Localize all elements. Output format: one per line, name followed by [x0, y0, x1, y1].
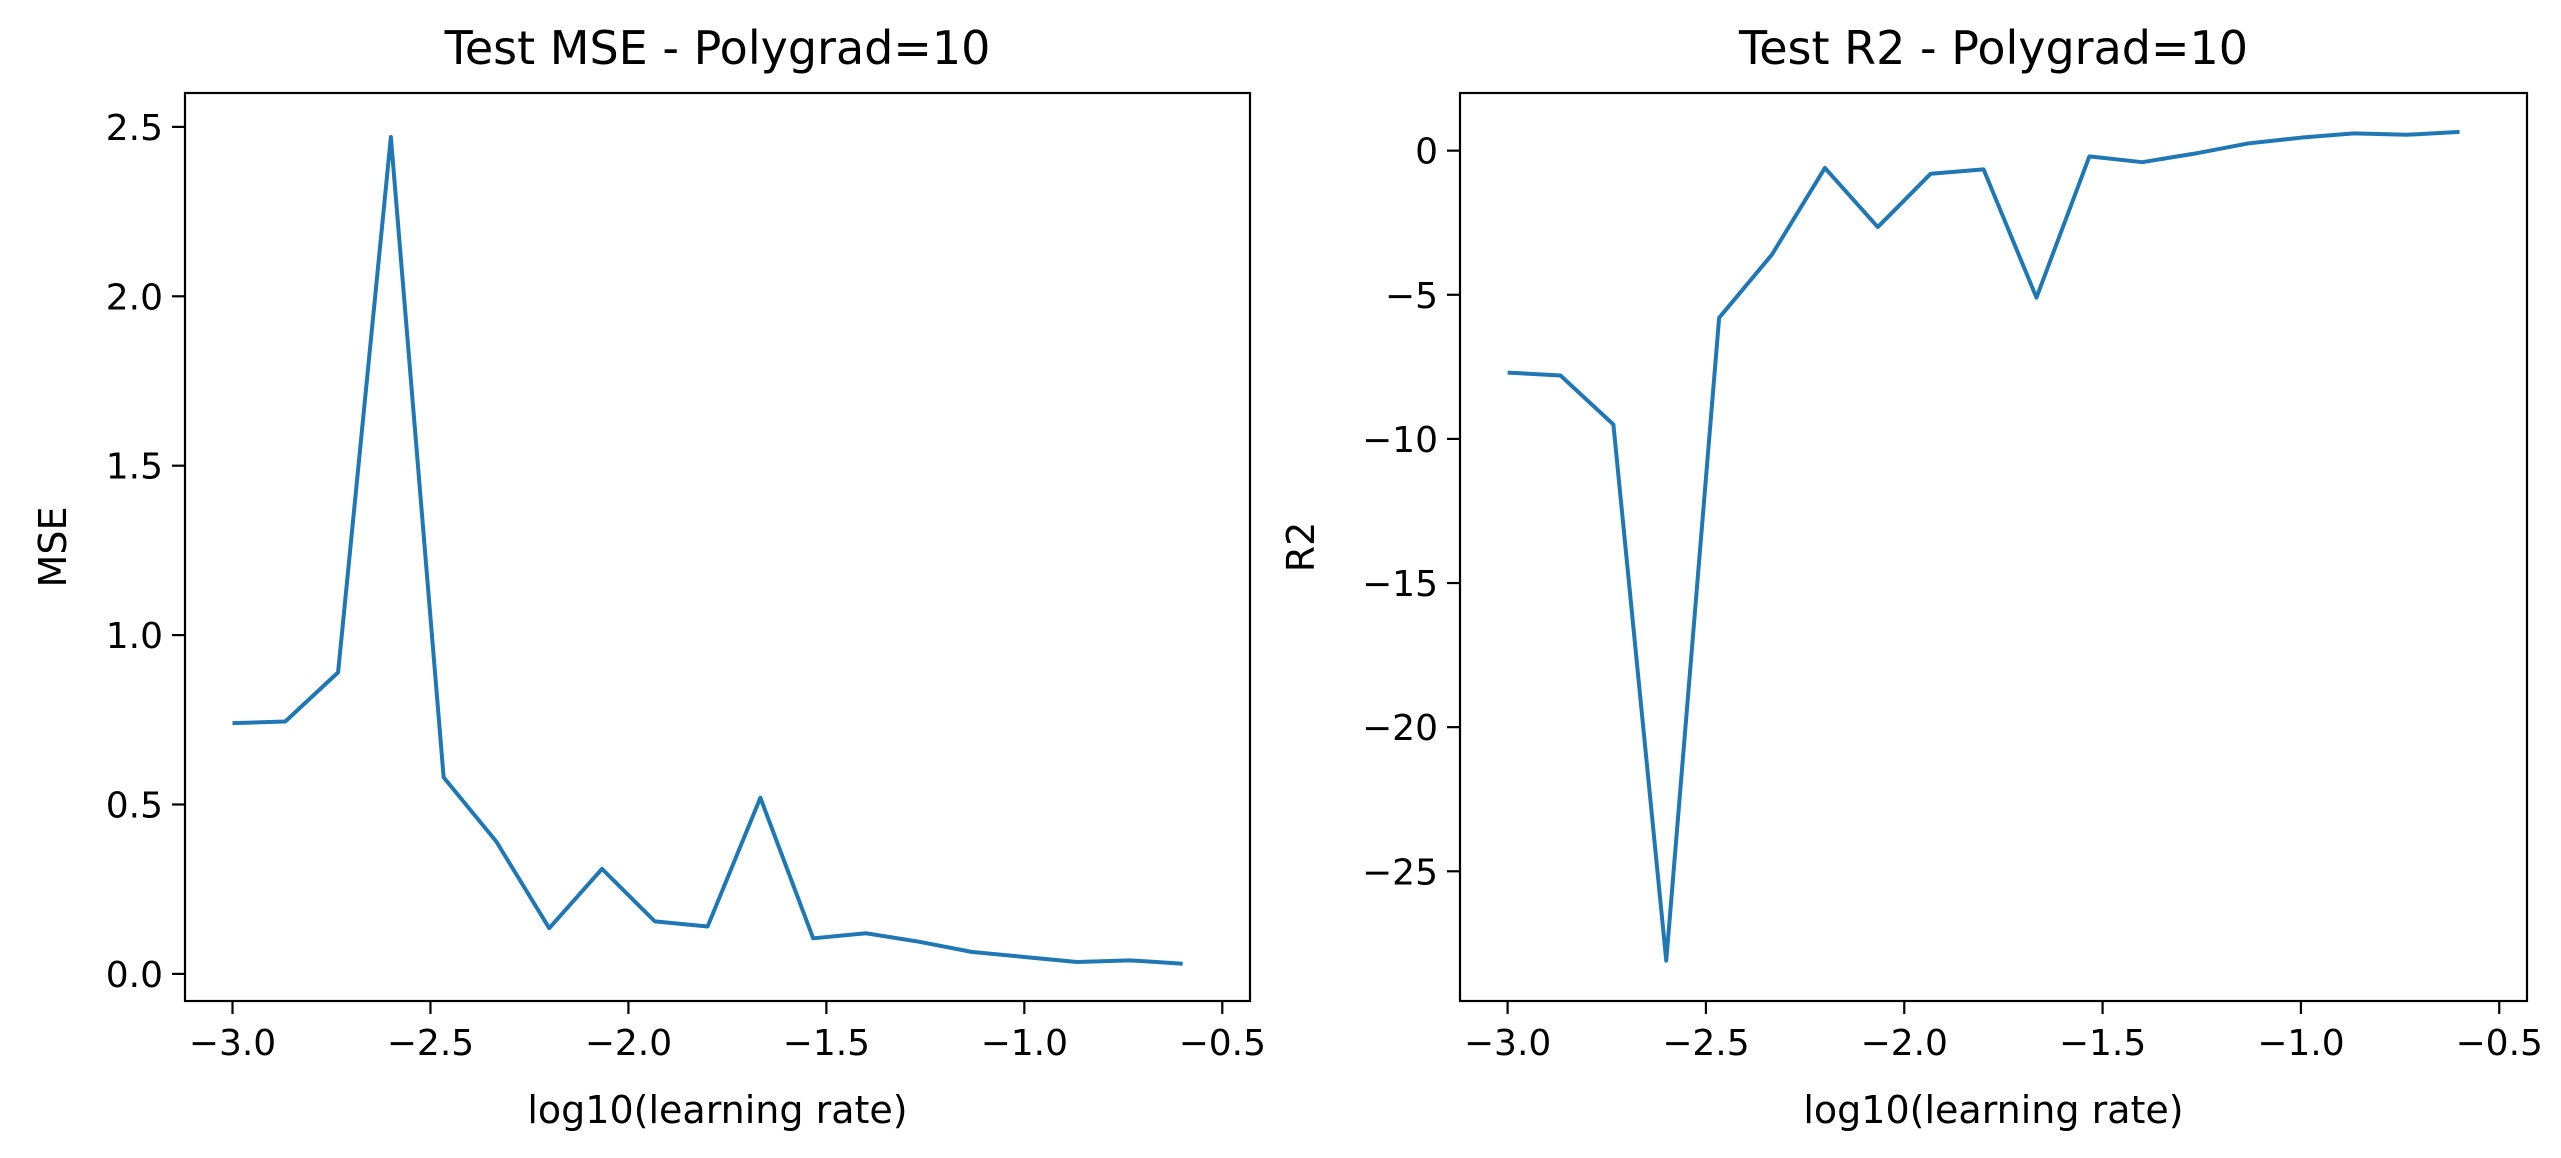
r2-y-tick-label: −25 [1362, 852, 1438, 893]
r2-x-tick-label: −2.0 [1861, 1023, 1948, 1064]
r2-subplot: Test R2 - Polygrad=10 −3.0 −2.5 −2.0 −1.5 −1… [1279, 21, 2543, 1132]
r2-y-tick-label: −10 [1362, 420, 1438, 461]
mse-y-tick-label: 0.5 [106, 785, 163, 826]
r2-ticks: −3.0 −2.5 −2.0 −1.5 −1.0 −0.5 0 −5 −10 −15 −20 −25 [1362, 132, 2543, 1064]
mse-x-tick-label: −0.5 [1179, 1023, 1266, 1064]
mse-y-tick-label: 2.0 [106, 277, 163, 318]
mse-x-tick-label: −3.0 [189, 1023, 276, 1064]
r2-y-tick-label: −5 [1385, 276, 1438, 317]
mse-chart-title: Test MSE - Polygrad=10 [444, 21, 991, 75]
mse-axes-frame [183, 91, 1252, 1003]
r2-x-tick-label: −3.0 [1464, 1023, 1551, 1064]
r2-y-axis-label: R2 [1279, 522, 1323, 573]
r2-x-axis-label: log10(learning rate) [1803, 1088, 2183, 1132]
mse-x-tick-label: −2.5 [387, 1023, 474, 1064]
mse-ticks: −3.0 −2.5 −2.0 −1.5 −1.0 −0.5 0.0 0.5 1.0 1.5 2.0 2… [106, 108, 1266, 1064]
r2-y-tick-label: −15 [1362, 564, 1438, 605]
mse-series-line [232, 135, 1183, 966]
mse-y-tick-label: 1.0 [106, 616, 163, 657]
r2-y-tick-label: −20 [1362, 708, 1438, 749]
mse-x-axis-label: log10(learning rate) [527, 1088, 907, 1132]
mse-y-tick-label: 0.0 [106, 955, 163, 996]
mse-x-tick-label: −2.0 [585, 1023, 672, 1064]
mse-y-tick-label: 1.5 [106, 447, 163, 488]
r2-series-line [1507, 129, 2460, 963]
mse-y-axis-label: MSE [31, 507, 75, 588]
r2-x-tick-label: −0.5 [2456, 1023, 2543, 1064]
mse-x-tick-label: −1.0 [981, 1023, 1068, 1064]
r2-x-tick-label: −1.5 [2059, 1023, 2146, 1064]
mse-subplot: Test MSE - Polygrad=10 −3.0 −2.5 −2.0 −1.5−… [31, 21, 1266, 1132]
mse-y-tick-label: 2.5 [106, 108, 163, 149]
r2-x-tick-label: −2.5 [1662, 1023, 1749, 1064]
mse-x-tick-label: −1.5 [783, 1023, 870, 1064]
r2-chart-title: Test R2 - Polygrad=10 [1738, 21, 2248, 75]
r2-y-tick-label: 0 [1415, 132, 1438, 173]
r2-x-tick-label: −1.0 [2257, 1023, 2344, 1064]
r2-axes-frame [1458, 91, 2529, 1003]
